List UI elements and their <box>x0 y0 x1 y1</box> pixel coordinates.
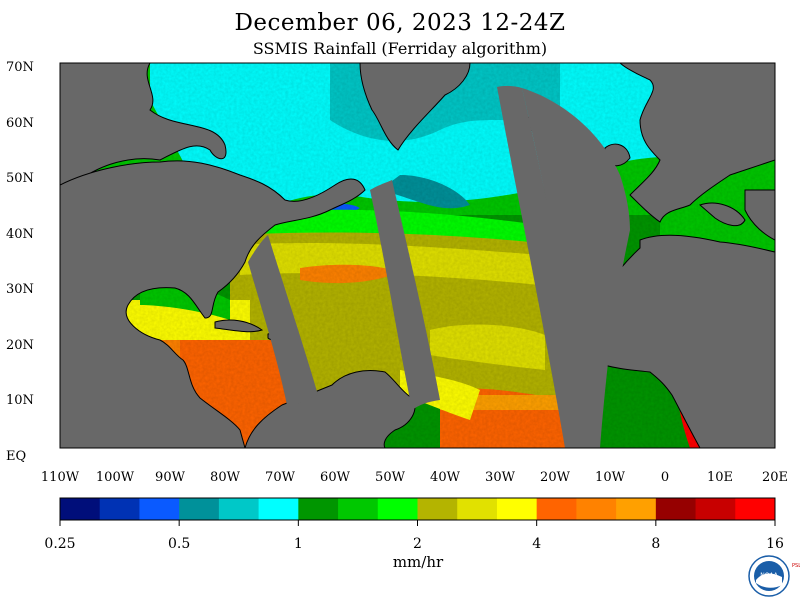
colorbar-tick-label: 16 <box>766 536 784 552</box>
lat-label: 70N <box>6 60 34 75</box>
lat-label: 50N <box>6 171 34 186</box>
colorbar-tick-label: 1 <box>293 536 303 552</box>
lon-label: 70W <box>265 470 295 485</box>
colorbar-swatch <box>139 498 180 520</box>
lat-label: 30N <box>6 282 34 297</box>
land-cuba <box>214 319 264 333</box>
lat-label: 20N <box>6 337 34 353</box>
lat-label: 40N <box>6 226 34 242</box>
swath-gap-2 <box>370 180 440 410</box>
lon-label: 50W <box>375 470 405 485</box>
lat-label: EQ <box>6 448 27 464</box>
colorbar-tick-label: 0.5 <box>168 536 191 552</box>
lon-label: 80W <box>210 470 240 485</box>
land-europe <box>619 63 775 223</box>
land-south-america <box>244 370 416 448</box>
colorbar-swatch <box>338 498 379 520</box>
lat-label: 10N <box>6 393 34 408</box>
colorbar-tick-label: 0.25 <box>44 536 76 552</box>
swath-gap-3 <box>497 85 600 448</box>
colorbar-swatch <box>536 498 577 520</box>
colorbar <box>59 497 776 526</box>
colorbar-swatch <box>179 498 220 520</box>
map-area <box>60 63 775 448</box>
colorbar-swatch <box>218 498 260 520</box>
lon-label: 100W <box>95 470 135 485</box>
lon-label: 40W <box>430 470 460 485</box>
colorbar-swatch <box>99 498 140 520</box>
lon-label: 110W <box>40 470 80 485</box>
psl-side-text: PSL <box>792 563 800 569</box>
map-title: December 06, 2023 12-24Z <box>234 10 566 36</box>
colorbar-swatch <box>655 498 697 520</box>
colorbar-tick-label: 8 <box>651 536 661 552</box>
land-italy <box>699 202 746 227</box>
noaa-logo: NOAA <box>748 555 790 597</box>
lon-label: 10E <box>706 470 734 485</box>
swath-gap-1 <box>248 235 318 410</box>
land-greenland <box>359 63 471 151</box>
lon-label: 0 <box>660 470 670 485</box>
colorbar-swatch <box>298 498 339 520</box>
lat-label: 60N <box>6 115 34 131</box>
colorbar-swatch <box>417 498 458 520</box>
lon-label: 90W <box>155 470 185 485</box>
colorbar-swatch <box>377 498 418 520</box>
lon-label: 60W <box>320 470 350 485</box>
colorbar-tick-label: 4 <box>532 536 542 552</box>
lon-label: 20W <box>540 470 570 485</box>
lon-label: 30W <box>485 470 515 485</box>
noaa-logo-text: NOAA <box>760 572 778 579</box>
lon-label: 20E <box>761 470 789 485</box>
swath-gap-4 <box>522 88 630 448</box>
swath-gap-5 <box>160 410 192 448</box>
colorbar-swatch <box>258 498 299 520</box>
colorbar-swatch <box>60 498 101 520</box>
colorbar-swatch <box>616 498 657 520</box>
colorbar-tick-label: 2 <box>413 536 422 552</box>
land-north-america <box>60 160 366 448</box>
map-subtitle: SSMIS Rainfall (Ferriday algorithm) <box>252 39 548 58</box>
colorbar-swatch <box>695 498 736 520</box>
colorbar-swatch <box>576 498 617 520</box>
land-canada-north <box>60 63 227 186</box>
colorbar-swatch <box>496 498 538 520</box>
colorbar-unit: mm/hr <box>392 553 444 571</box>
lon-label: 10W <box>595 470 625 485</box>
land-masses <box>60 63 775 448</box>
colorbar-swatch <box>457 498 498 520</box>
colorbar-swatch <box>735 498 776 520</box>
